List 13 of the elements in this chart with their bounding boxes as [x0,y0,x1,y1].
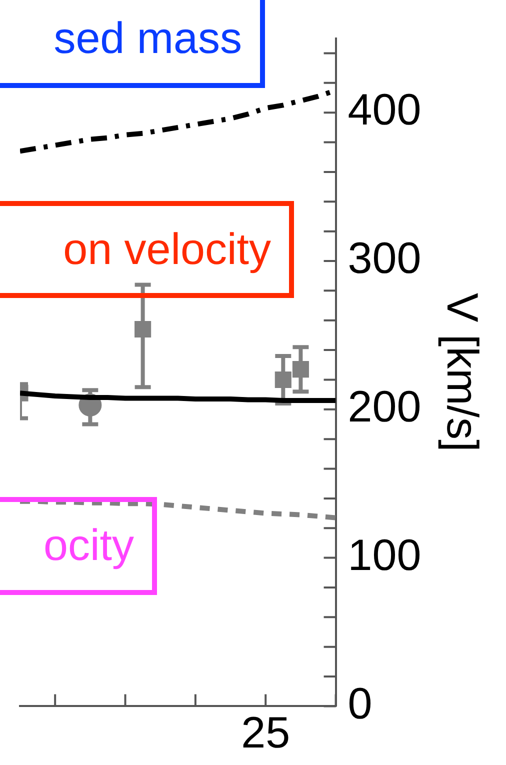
annotation: sed mass [54,14,243,64]
point [134,320,152,338]
y-tick-label: 0 [348,679,372,728]
point [274,371,292,388]
annotation: ocity [44,521,135,571]
y-axis-title: V [km/s] [437,292,486,452]
x-tick-label: 25 [241,708,290,758]
y-tick-label: 300 [348,234,422,284]
point [292,361,309,378]
annotation: on velocity [63,224,272,274]
y-tick-label: 400 [348,86,422,135]
y-tick-label: 100 [348,530,422,580]
y-tick-label: 200 [348,382,422,432]
